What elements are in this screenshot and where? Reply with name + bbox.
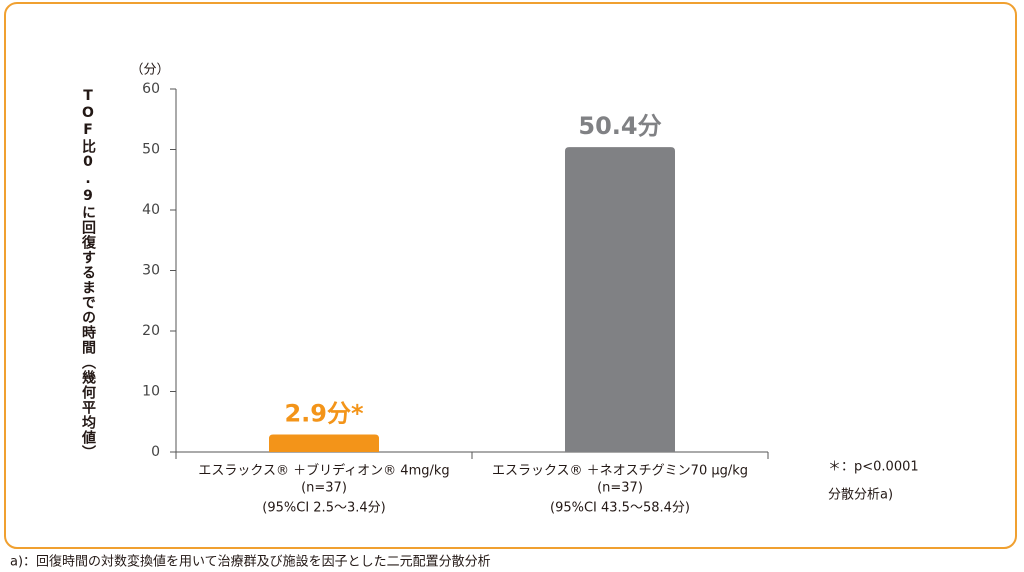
ci-label: (95%CI 2.5〜3.4分) (262, 501, 385, 516)
bar (565, 147, 675, 452)
ci-label: (95%CI 43.5〜58.4分) (550, 501, 690, 516)
y-tick-label: 10 (142, 384, 160, 400)
y-tick-label: 0 (151, 444, 160, 460)
n-label: (n=37) (301, 481, 347, 496)
frame (4, 2, 1017, 549)
y-unit: （分） (130, 63, 169, 78)
footnote: a)：回復時間の対数変換値を用いて治療群及び施設を因子とした二元配置分散分析 (10, 554, 491, 570)
y-tick-label: 30 (142, 263, 160, 279)
y-tick-label: 60 (142, 81, 160, 97)
y-tick-label: 20 (142, 323, 160, 339)
n-label: (n=37) (597, 481, 643, 496)
bar (269, 434, 379, 452)
y-tick-label: 50 (142, 142, 160, 158)
note: ＊：p<0.0001 (828, 460, 919, 475)
y-tick-label: 40 (142, 202, 160, 218)
x-tick-label: エスラックス® ＋ブリディオン® 4mg/kg (198, 463, 449, 479)
value-label: 50.4分 (578, 112, 661, 140)
note: 分散分析a) (828, 488, 893, 503)
y-axis-label: TOF比0.9に回復するまでの時間（幾何平均値） (80, 88, 97, 460)
value-label: 2.9分* (284, 399, 364, 427)
x-tick-label: エスラックス® ＋ネオスチグミン70 μg/kg (492, 464, 748, 479)
